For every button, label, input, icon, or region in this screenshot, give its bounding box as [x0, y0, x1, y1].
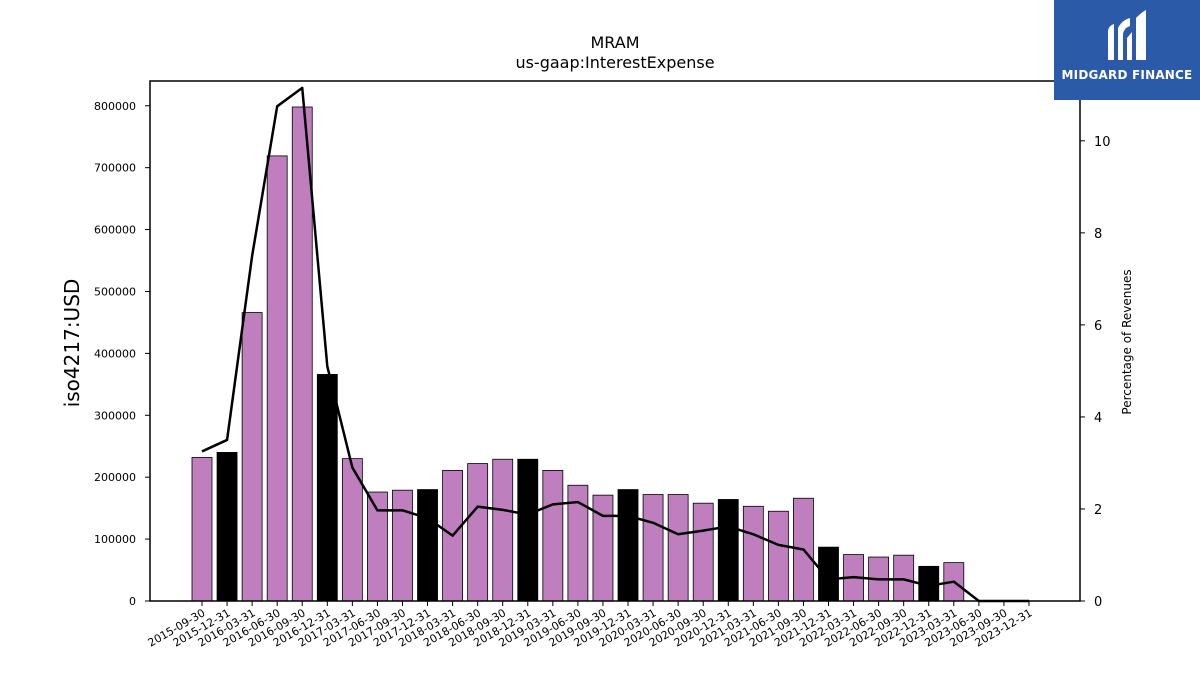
bar-2021-12-31 [818, 546, 839, 602]
brand-name: MIDGARD FINANCE [1061, 68, 1193, 82]
bar-group [191, 106, 965, 602]
bar-2021-03-31 [742, 505, 764, 602]
bar-2018-12-31 [517, 458, 539, 602]
y-tick-label: 400000 [94, 347, 136, 360]
y-axis: 0 100000 200000 300000 400000 500000 600000 700… [94, 100, 150, 608]
y2-tick-label: 0 [1094, 595, 1102, 610]
bar-2017-09-30 [392, 489, 413, 602]
y-tick-label: 600000 [94, 224, 136, 237]
y-tick-label: 500000 [94, 285, 136, 298]
y2-tick-label: 4 [1094, 411, 1102, 426]
midgard-finance-logo: MIDGARD FINANCE [1054, 0, 1200, 100]
y2-axis-label: Percentage of Revenues [1120, 269, 1134, 414]
bar-2019-03-31 [542, 469, 564, 602]
y2-tick-label: 8 [1094, 227, 1102, 242]
bar-2016-12-31 [316, 374, 338, 602]
bar-2016-09-30 [291, 106, 313, 602]
bar-2022-09-30 [893, 554, 915, 602]
bar-2016-06-30 [266, 155, 288, 602]
percentage-of-revenues-line [201, 86, 1029, 603]
bar-2016-03-31 [241, 312, 263, 602]
y2-tick-label: 10 [1094, 135, 1111, 150]
y-tick-label: 700000 [94, 162, 136, 175]
y-axis-label: iso4217:USD [60, 279, 84, 408]
bar-2018-06-30 [467, 463, 489, 602]
bar-2020-09-30 [692, 502, 714, 602]
y2-tick-label: 6 [1094, 319, 1102, 334]
bar-2021-06-30 [767, 510, 789, 602]
y-tick-label: 100000 [94, 533, 136, 546]
chart-subtitle: us-gaap:InterestExpense [515, 53, 714, 72]
bar-2020-12-31 [717, 499, 739, 602]
bar-2017-12-31 [417, 489, 438, 602]
y-tick-label: 0 [129, 595, 136, 608]
y2-axis: 0 2 4 6 8 10 [1080, 135, 1111, 610]
bar-2019-12-31 [617, 489, 639, 602]
x-axis: 2015-09-302015-12-312016-03-312016-06-30… [146, 601, 1034, 650]
chart-title: MRAM [590, 33, 639, 52]
midgard-logo-icon [1108, 10, 1146, 60]
bar-2020-03-31 [642, 494, 664, 602]
bar-2015-12-31 [216, 452, 238, 602]
y-tick-label: 300000 [94, 409, 136, 422]
y2-tick-label: 2 [1094, 503, 1102, 518]
y-tick-label: 200000 [94, 471, 136, 484]
bar-2020-06-30 [667, 494, 689, 602]
bar-2018-09-30 [492, 458, 514, 602]
line-group [201, 86, 1029, 603]
plot-frame [149, 80, 1081, 602]
bar-2015-09-30 [191, 456, 213, 602]
y-tick-label: 800000 [94, 100, 136, 113]
